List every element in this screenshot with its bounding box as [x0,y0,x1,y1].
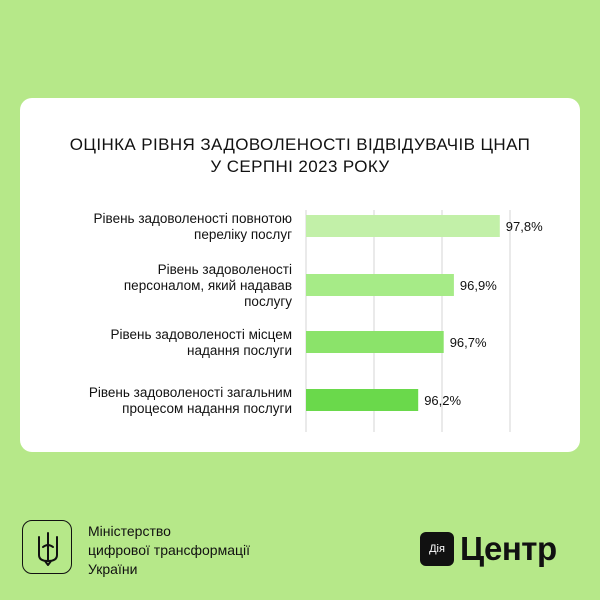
bar [306,274,454,296]
chart-card: ОЦІНКА РІВНЯ ЗАДОВОЛЕНОСТІ ВІДВІДУВАЧІВ … [20,98,580,452]
bar [306,215,500,237]
category-label: Рівень задоволеності загальним процесом н… [89,385,292,416]
ministry-line-3: України [88,561,138,577]
data-label: 96,7% [450,335,487,350]
center-label: Центр [460,530,557,567]
bar [306,389,419,411]
chart-title-line-2: У СЕРПНІ 2023 РОКУ [210,157,390,176]
footer: Міністерство цифрової трансформації Укра… [22,520,578,580]
bar [306,331,444,353]
ministry-name: Міністерство цифрової трансформації Укра… [88,522,250,579]
category-label: Рівень задоволеності місцем надання послу… [110,327,292,358]
trident-emblem-icon [22,520,72,574]
ministry-line-1: Міністерство [88,523,171,539]
data-label: 96,2% [424,393,461,408]
chart-title: ОЦІНКА РІВНЯ ЗАДОВОЛЕНОСТІ ВІДВІДУВАЧІВ … [20,134,580,178]
diya-logo: Дія [420,532,454,566]
category-label: Рівень задоволеності повнотою переліку по… [94,211,293,242]
category-label: Рівень задоволеності персоналом, який над… [124,262,292,309]
bar-chart: 97,8% Рівень задоволеності повнотою перелі… [89,210,543,432]
chart-title-line-1: ОЦІНКА РІВНЯ ЗАДОВОЛЕНОСТІ ВІДВІДУВАЧІВ … [69,135,531,154]
ministry-line-2: цифрової трансформації [88,542,251,558]
data-label: 96,9% [460,278,497,293]
data-label: 97,8% [506,219,543,234]
